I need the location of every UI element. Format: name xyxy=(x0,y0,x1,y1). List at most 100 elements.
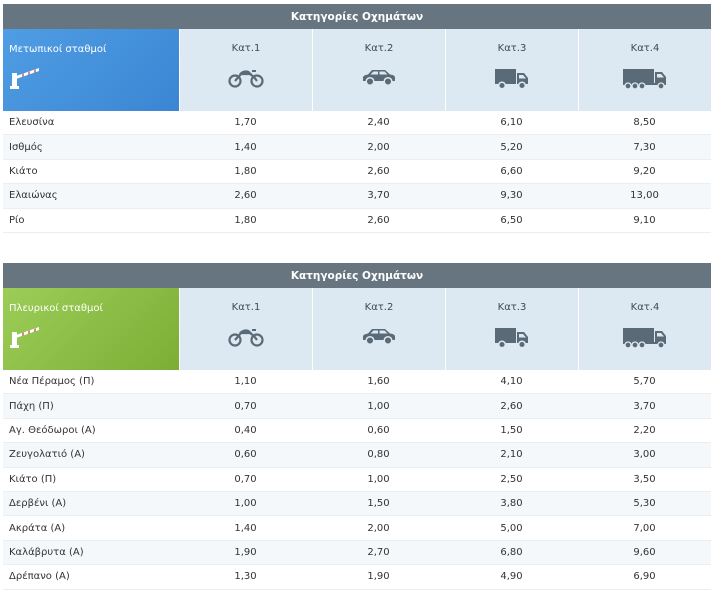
category-header-2: Κατ.2 xyxy=(312,288,445,370)
table-row: Αγ. Θεόδωροι (Α) 0,40 0,60 1,50 2,20 xyxy=(3,419,711,444)
station-name: Πάχη (Π) xyxy=(9,400,54,412)
table-row: Δερβένι (Α) 1,00 1,50 3,80 5,30 xyxy=(3,491,711,517)
car-icon xyxy=(363,70,395,86)
station-name: Ελευσίνα xyxy=(9,117,55,129)
category-label: Κατ.3 xyxy=(497,43,527,54)
toll-value-cat4: 6,90 xyxy=(633,571,656,583)
station-name: Καλάβρυτα (Α) xyxy=(9,546,84,558)
toll-value-cat2: 2,70 xyxy=(367,546,390,558)
station-name: Κιάτο (Π) xyxy=(9,473,57,485)
category-label: Κατ.4 xyxy=(630,302,660,313)
category-header-3: Κατ.3 xyxy=(445,288,578,370)
barrier-icon xyxy=(10,68,39,89)
toll-value-cat1: 1,10 xyxy=(234,376,257,388)
table-row: Πάχη (Π) 0,70 1,00 2,60 3,70 xyxy=(3,394,711,419)
table-header-row: Πλευρικοί σταθμοί Κατ.1 Κατ.2 Κατ.3 Κατ.4 xyxy=(3,288,711,370)
toll-value-cat3: 6,80 xyxy=(500,546,523,558)
toll-value-cat3: 6,50 xyxy=(500,214,523,226)
toll-value-cat1: 1,00 xyxy=(234,498,257,510)
toll-value-cat3: 1,50 xyxy=(500,424,523,436)
station-name: Δρέπανο (Α) xyxy=(9,571,70,583)
toll-value-cat1: 1,90 xyxy=(234,546,257,558)
toll-value-cat2: 0,80 xyxy=(367,449,390,461)
toll-value-cat2: 1,50 xyxy=(367,498,390,510)
toll-value-cat3: 4,90 xyxy=(500,571,523,583)
toll-value-cat3: 5,20 xyxy=(500,141,523,153)
category-header-1: Κατ.1 xyxy=(179,29,312,111)
category-header-4: Κατ.4 xyxy=(578,29,711,111)
table-title: Κατηγορίες Οχημάτων xyxy=(3,4,711,29)
toll-value-cat1: 0,40 xyxy=(234,424,257,436)
toll-value-cat4: 3,00 xyxy=(633,449,656,461)
toll-value-cat4: 9,10 xyxy=(633,214,656,226)
station-name: Ισθμός xyxy=(9,141,43,153)
station-name: Κιάτο xyxy=(9,165,38,177)
table-header-row: Μετωπικοί σταθμοί Κατ.1 Κατ.2 Κατ.3 Κατ.4 xyxy=(3,29,711,111)
toll-value-cat4: 9,20 xyxy=(633,165,656,177)
toll-value-cat1: 1,40 xyxy=(234,522,257,534)
frontal-stations-table: Κατηγορίες Οχημάτων Μετωπικοί σταθμοί Κατ.… xyxy=(3,4,711,233)
category-header-3: Κατ.3 xyxy=(445,29,578,111)
toll-value-cat4: 7,30 xyxy=(633,141,656,153)
car-icon xyxy=(363,329,395,345)
toll-value-cat3: 2,50 xyxy=(500,473,523,485)
motorcycle-icon xyxy=(228,329,264,347)
toll-value-cat2: 1,00 xyxy=(367,400,390,412)
category-label: Κατ.2 xyxy=(364,43,394,54)
table-row: Κιάτο (Π) 0,70 1,00 2,50 3,50 xyxy=(3,468,711,492)
toll-value-cat4: 8,50 xyxy=(633,117,656,129)
station-type-header: Πλευρικοί σταθμοί xyxy=(3,288,179,370)
table-row: Δρέπανο (Α) 1,30 1,90 4,90 6,90 xyxy=(3,565,711,590)
toll-value-cat1: 1,70 xyxy=(234,117,257,129)
toll-value-cat2: 2,00 xyxy=(367,141,390,153)
table-row: Κιάτο 1,80 2,60 6,60 9,20 xyxy=(3,160,711,185)
toll-value-cat3: 2,60 xyxy=(500,400,523,412)
toll-value-cat4: 5,70 xyxy=(633,376,656,388)
toll-value-cat3: 9,30 xyxy=(500,190,523,202)
toll-value-cat1: 2,60 xyxy=(234,190,257,202)
toll-value-cat3: 3,80 xyxy=(500,498,523,510)
table-row: Ακράτα (Α) 1,40 2,00 5,00 7,00 xyxy=(3,516,711,541)
toll-value-cat3: 4,10 xyxy=(500,376,523,388)
table-title: Κατηγορίες Οχημάτων xyxy=(3,263,711,288)
category-header-2: Κατ.2 xyxy=(312,29,445,111)
station-type-label: Μετωπικοί σταθμοί xyxy=(9,44,107,55)
truck-icon xyxy=(495,69,528,90)
toll-value-cat3: 6,10 xyxy=(500,117,523,129)
category-header-1: Κατ.1 xyxy=(179,288,312,370)
lorry-icon xyxy=(623,328,666,349)
toll-value-cat1: 0,70 xyxy=(234,400,257,412)
station-type-label: Πλευρικοί σταθμοί xyxy=(9,303,103,314)
toll-value-cat2: 2,00 xyxy=(367,522,390,534)
toll-value-cat2: 1,90 xyxy=(367,571,390,583)
category-label: Κατ.1 xyxy=(231,43,261,54)
table-row: Νέα Πέραμος (Π) 1,10 1,60 4,10 5,70 xyxy=(3,370,711,395)
truck-icon xyxy=(495,328,528,349)
table-row: Ισθμός 1,40 2,00 5,20 7,30 xyxy=(3,135,711,160)
station-name: Ρίο xyxy=(9,214,25,226)
category-label: Κατ.4 xyxy=(630,43,660,54)
toll-value-cat2: 1,60 xyxy=(367,376,390,388)
toll-value-cat2: 2,60 xyxy=(367,165,390,177)
category-label: Κατ.3 xyxy=(497,302,527,313)
toll-value-cat4: 3,50 xyxy=(633,473,656,485)
barrier-icon xyxy=(10,327,39,348)
toll-value-cat2: 1,00 xyxy=(367,473,390,485)
toll-value-cat4: 9,60 xyxy=(633,546,656,558)
motorcycle-icon xyxy=(228,70,264,88)
station-name: Ακράτα (Α) xyxy=(9,522,66,534)
toll-value-cat3: 5,00 xyxy=(500,522,523,534)
toll-value-cat2: 2,60 xyxy=(367,214,390,226)
station-name: Δερβένι (Α) xyxy=(9,498,67,510)
toll-value-cat1: 1,80 xyxy=(234,165,257,177)
table-row: Καλάβρυτα (Α) 1,90 2,70 6,80 9,60 xyxy=(3,540,711,566)
toll-value-cat2: 0,60 xyxy=(367,424,390,436)
toll-value-cat1: 1,80 xyxy=(234,214,257,226)
category-label: Κατ.2 xyxy=(364,302,394,313)
station-name: Ελαιώνας xyxy=(9,190,58,202)
toll-value-cat3: 2,10 xyxy=(500,449,523,461)
station-name: Νέα Πέραμος (Π) xyxy=(9,376,95,388)
table-row: Ελαιώνας 2,60 3,70 9,30 13,00 xyxy=(3,184,711,209)
table-row: Ζευγολατιό (Α) 0,60 0,80 2,10 3,00 xyxy=(3,443,711,468)
side-stations-table: Κατηγορίες Οχημάτων Πλευρικοί σταθμοί Κατ.… xyxy=(3,263,711,590)
